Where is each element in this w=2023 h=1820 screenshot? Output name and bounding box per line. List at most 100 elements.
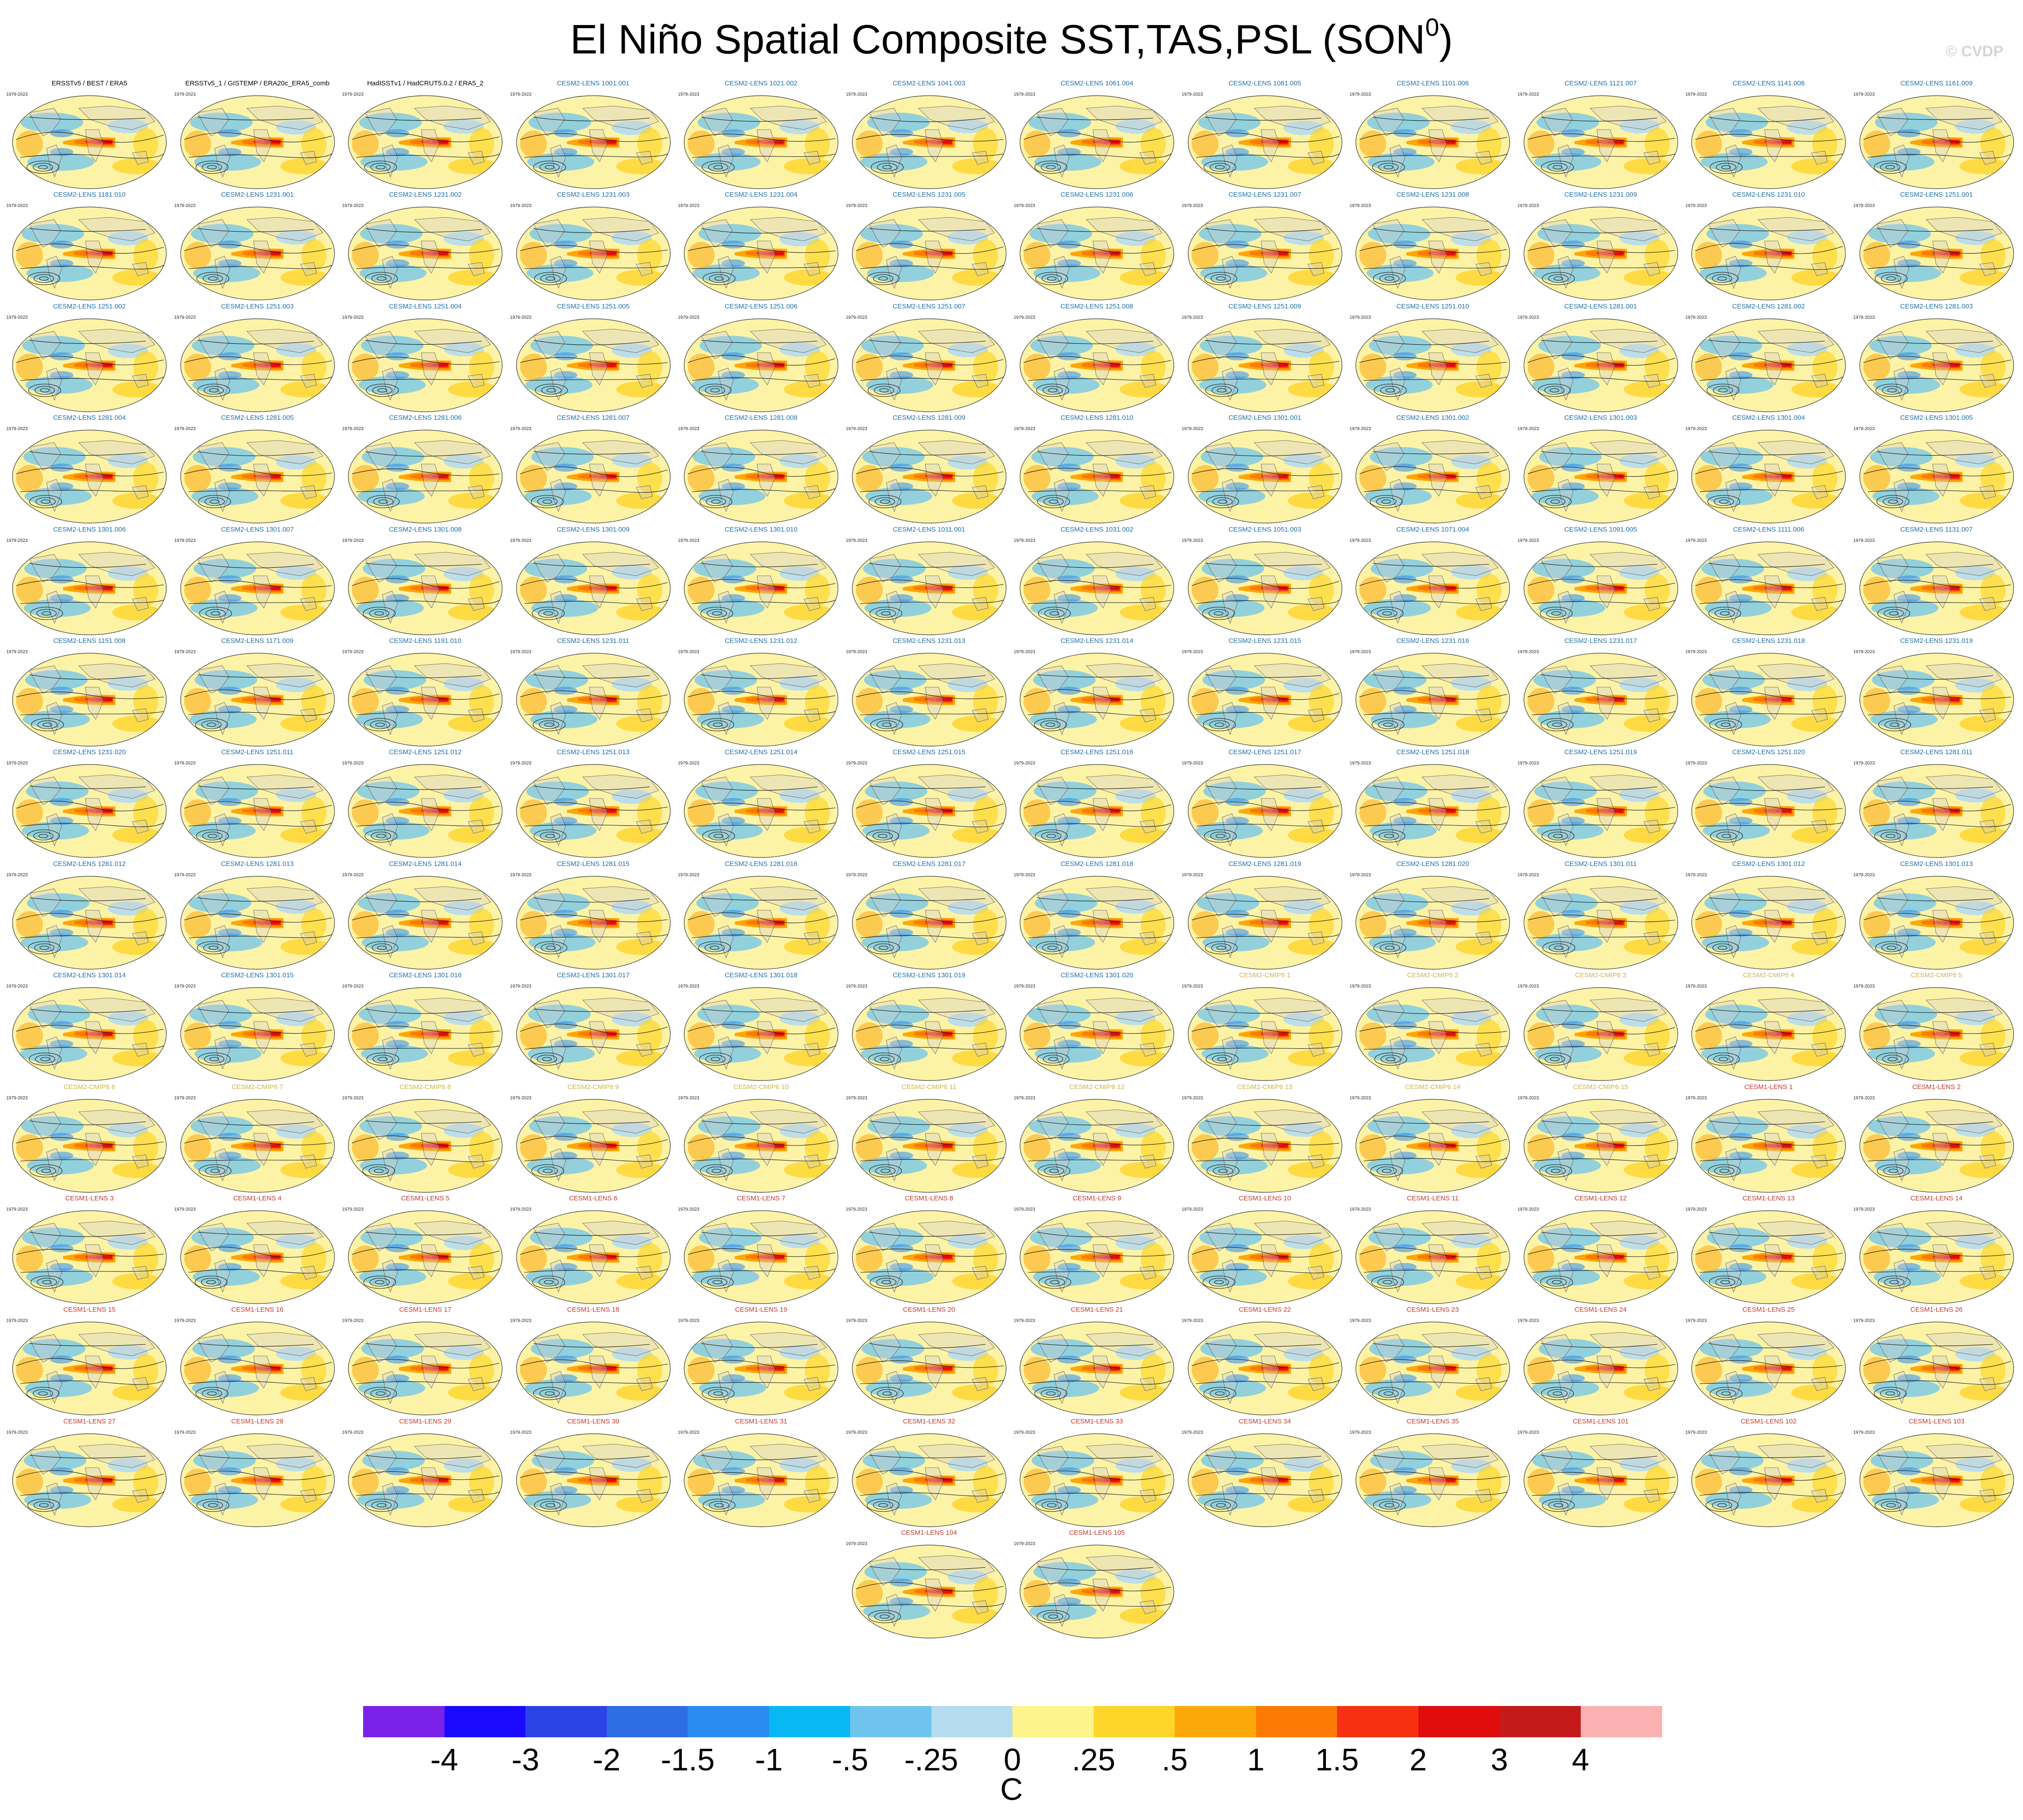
composite-map xyxy=(348,764,503,858)
colorbar-unit-label: C xyxy=(1000,1772,1023,1807)
panel-title: CESM1-LENS 20 xyxy=(903,1306,955,1314)
panel-period: 1979-2023 xyxy=(678,203,699,209)
map-panel: CESM2-LENS 1171.009 1979-2023 xyxy=(174,637,342,750)
panel-period: 1979-2023 xyxy=(1853,872,1875,878)
panel-title: CESM2-LENS 1171.009 xyxy=(221,637,294,645)
panel-period: 1979-2023 xyxy=(174,761,196,766)
composite-map xyxy=(516,987,671,1081)
panel-title: CESM1-LENS 33 xyxy=(1071,1417,1123,1425)
map-panel: CESM1-LENS 11 1979-2023 xyxy=(1349,1195,1517,1307)
panel-title: CESM2-LENS 1301.001 xyxy=(1228,414,1301,422)
composite-map xyxy=(1355,1098,1510,1193)
panel-period: 1979-2023 xyxy=(1014,1318,1035,1324)
map-panel: CESM2-LENS 1251.005 1979-2023 xyxy=(509,303,677,415)
panel-period: 1979-2023 xyxy=(846,872,868,878)
composite-map xyxy=(1859,1210,2014,1304)
panel-title: CESM1-LENS 102 xyxy=(1740,1417,1797,1425)
panel-period: 1979-2023 xyxy=(1350,203,1371,209)
panel-title: CESM2-LENS 1061.004 xyxy=(1060,80,1134,87)
composite-map xyxy=(348,207,503,300)
panel-period: 1979-2023 xyxy=(510,92,532,97)
panel-title: CESM2-LENS 1251.014 xyxy=(724,748,798,756)
panel-title: CESM2-LENS 1301.020 xyxy=(1060,971,1134,980)
panel-period: 1979-2023 xyxy=(678,1430,699,1435)
panel-title: CESM2-CMIP6 6 xyxy=(63,1083,115,1091)
map-panel: CESM1-LENS 17 1979-2023 xyxy=(341,1306,509,1419)
panel-period: 1979-2023 xyxy=(174,315,196,320)
panel-title: CESM2-CMIP6 13 xyxy=(1237,1083,1293,1091)
composite-map xyxy=(1187,987,1342,1081)
map-panel: CESM2-LENS 1101.006 1979-2023 xyxy=(1349,80,1517,192)
map-panel: CESM2-LENS 1251.007 1979-2023 xyxy=(845,303,1013,415)
composite-map xyxy=(1020,207,1174,300)
composite-map xyxy=(1020,1210,1174,1304)
composite-map xyxy=(348,876,503,970)
colorbar-tick-label: -.5 xyxy=(832,1742,868,1777)
panel-period: 1979-2023 xyxy=(510,872,532,878)
composite-map xyxy=(1355,987,1510,1081)
colorbar: C -4 -3 -2 -1.5 -1 -.5 -.25 0 .25 .5 1 1.5 2 3 4 xyxy=(0,1699,2023,1820)
panel-period: 1979-2023 xyxy=(342,872,364,878)
map-panel: CESM2-LENS 1251.017 1979-2023 xyxy=(1181,748,1349,861)
panel-title: CESM2-LENS 1301.009 xyxy=(557,525,630,533)
panel-title: CESM2-LENS 1251.013 xyxy=(557,748,630,756)
map-panel: CESM1-LENS 30 1979-2023 xyxy=(509,1418,677,1530)
panel-period: 1979-2023 xyxy=(6,872,28,878)
composite-map xyxy=(1355,876,1510,970)
panel-period: 1979-2023 xyxy=(174,1207,196,1212)
composite-map xyxy=(684,1433,838,1527)
composite-map xyxy=(1691,207,1846,300)
colorbar-tick-label: -4 xyxy=(430,1742,458,1777)
panel-title: CESM2-LENS 1131.007 xyxy=(1900,525,1973,533)
composite-map xyxy=(348,1433,503,1527)
map-panel: CESM1-LENS 23 1979-2023 xyxy=(1349,1306,1517,1419)
panel-title: CESM2-LENS 1081.005 xyxy=(1228,80,1301,87)
composite-map xyxy=(1859,1322,2014,1415)
panel-title: CESM2-CMIP6 12 xyxy=(1069,1083,1125,1091)
panel-title: CESM2-LENS 1231.020 xyxy=(53,748,126,756)
composite-map xyxy=(1859,653,2014,747)
panel-title: CESM1-LENS 24 xyxy=(1574,1306,1627,1314)
panel-title: CESM2-LENS 1251.005 xyxy=(557,302,630,310)
panel-title: CESM1-LENS 105 xyxy=(1069,1529,1125,1537)
panel-period: 1979-2023 xyxy=(846,92,868,97)
map-panel: CESM2-LENS 1301.017 1979-2023 xyxy=(509,971,677,1084)
panel-period: 1979-2023 xyxy=(510,1430,532,1435)
map-panel: CESM2-LENS 1281.005 1979-2023 xyxy=(174,414,342,527)
map-panel: CESM2-LENS 1191.010 1979-2023 xyxy=(341,637,509,750)
panel-title: CESM2-LENS 1251.009 xyxy=(1228,302,1301,310)
panel-period: 1979-2023 xyxy=(1517,538,1539,543)
composite-map xyxy=(348,541,503,635)
panel-title: CESM1-LENS 11 xyxy=(1407,1195,1459,1202)
panel-period: 1979-2023 xyxy=(1014,92,1035,97)
panel-period: 1979-2023 xyxy=(1853,538,1875,543)
composite-map xyxy=(684,653,838,747)
panel-title: CESM2-LENS 1151.008 xyxy=(53,637,126,645)
composite-map xyxy=(12,1322,167,1415)
composite-map xyxy=(1020,1433,1174,1527)
panel-period: 1979-2023 xyxy=(1181,426,1203,432)
map-panel: CESM2-LENS 1081.005 1979-2023 xyxy=(1181,80,1349,192)
composite-map xyxy=(180,207,335,300)
panel-title: CESM2-LENS 1281.012 xyxy=(53,860,126,868)
map-panel: CESM1-LENS 13 1979-2023 xyxy=(1684,1195,1853,1307)
panel-period: 1979-2023 xyxy=(1685,315,1707,320)
map-panel: CESM2-LENS 1281.010 1979-2023 xyxy=(1013,414,1181,527)
panel-title: CESM1-LENS 25 xyxy=(1742,1306,1795,1314)
composite-map xyxy=(851,653,1007,747)
panel-period: 1979-2023 xyxy=(1181,1207,1203,1212)
map-panel: CESM1-LENS 25 1979-2023 xyxy=(1684,1306,1853,1419)
panel-title: CESM2-LENS 1231.008 xyxy=(1396,191,1469,199)
panel-title: CESM2-LENS 1281.009 xyxy=(893,414,965,422)
map-panel: CESM2-LENS 1251.006 1979-2023 xyxy=(677,303,845,415)
composite-map xyxy=(1020,1545,1174,1638)
composite-map xyxy=(1859,95,2014,189)
panel-title: CESM2-LENS 1251.001 xyxy=(1900,191,1973,199)
panel-period: 1979-2023 xyxy=(342,203,364,209)
panel-period: 1979-2023 xyxy=(1685,1318,1707,1324)
panel-period: 1979-2023 xyxy=(1853,984,1875,989)
composite-map xyxy=(180,95,335,189)
panel-period: 1979-2023 xyxy=(1853,761,1875,766)
map-panel: CESM2-LENS 1001.001 1979-2023 xyxy=(509,80,677,192)
panel-title: CESM2-LENS 1301.016 xyxy=(389,971,462,980)
